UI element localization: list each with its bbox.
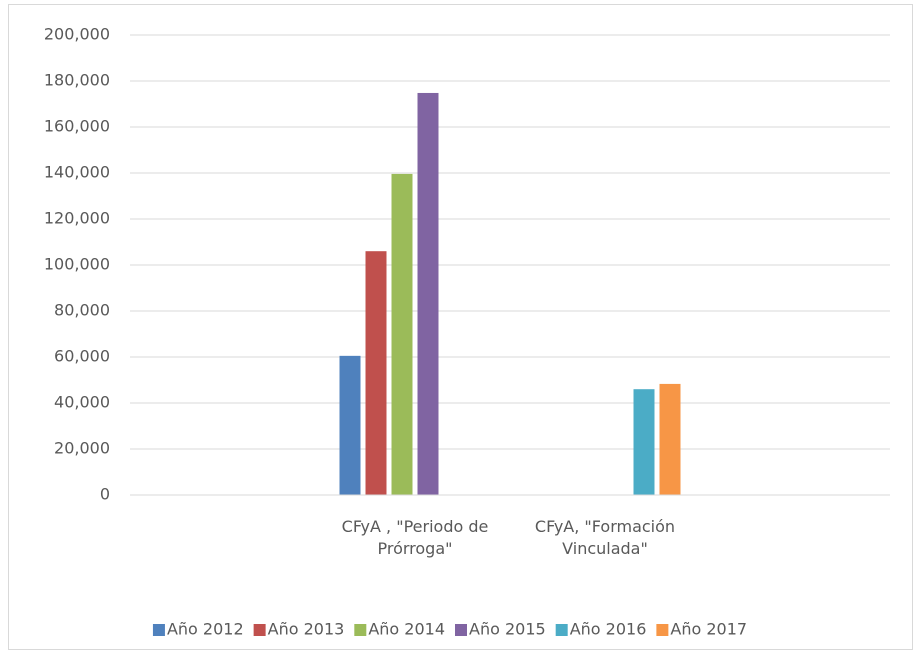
y-tick-label: 140,000 [44,163,110,182]
bar [633,389,655,495]
y-tick-label: 100,000 [44,255,110,274]
legend-swatch [455,624,467,636]
y-tick-label: 40,000 [54,393,110,412]
y-tick-label: 160,000 [44,117,110,136]
y-tick-label: 200,000 [44,25,110,44]
y-tick-label: 60,000 [54,347,110,366]
y-tick-label: 20,000 [54,439,110,458]
chart-frame [8,4,913,650]
y-tick-label: 0 [100,485,110,504]
y-tick-label: 80,000 [54,301,110,320]
legend-label: Año 2015 [469,620,546,639]
legend-swatch [656,624,669,636]
legend-swatch [253,624,266,636]
bar [659,383,681,495]
y-tick-label: 120,000 [44,209,110,228]
legend-swatch [555,624,568,636]
x-tick-label: CFyA, "Formación Vinculada" [535,517,675,558]
legend: Año 2012 Año 2013 Año 2014 Año 2015 Año 2016… [152,620,747,639]
legend-label: Año 2016 [570,620,647,639]
bar [417,92,439,496]
x-tick-label: CFyA , "Periodo de Prórroga" [342,517,489,558]
legend-swatch [354,624,367,636]
y-tick-label: 180,000 [44,71,110,90]
bar [365,251,387,495]
bar [391,173,413,496]
legend-label: Año 2014 [368,620,445,639]
legend-label: Año 2012 [167,620,244,639]
legend-label: Año 2013 [268,620,345,639]
bar [339,355,361,495]
legend-label: Año 2017 [670,620,747,639]
legend-swatch [152,624,165,636]
